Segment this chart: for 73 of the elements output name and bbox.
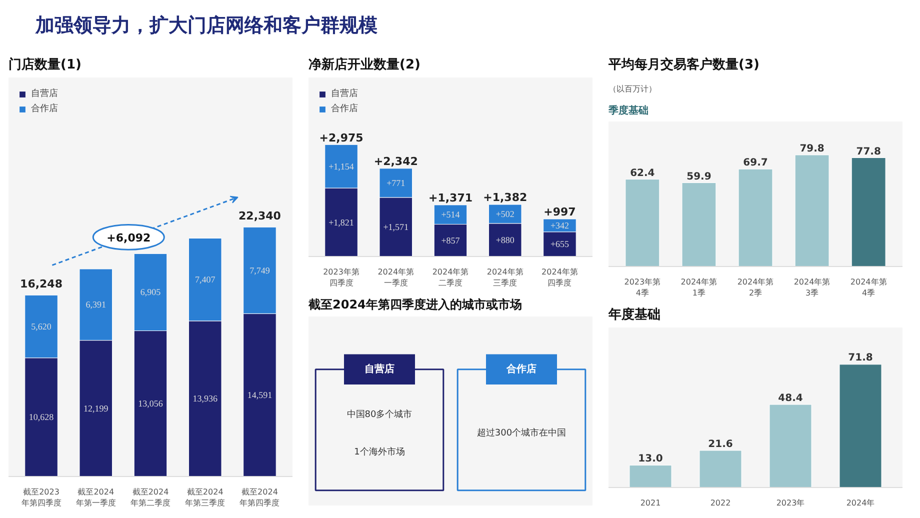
x-tick-label: 2024年第2季 [737,278,774,298]
data-label: +514 [441,210,460,220]
category-label: 合作店 [506,362,536,375]
data-label: 6,905 [140,287,162,298]
data-label: +342 [550,220,570,230]
data-label: +1,571 [383,222,409,232]
chart-title: 门店数量(1) [8,56,82,72]
data-label: 69.7 [743,158,768,169]
data-label: 10,628 [28,412,54,422]
chart-title: 年度基础 [608,306,660,322]
legend-label: 自营店 [331,88,358,100]
data-label: +655 [550,239,570,250]
x-tick-label: 2022 [710,498,731,508]
text: 截至2024年第四季度进入的城市或市场 [308,298,522,312]
total-label: +997 [544,206,576,219]
data-label: 77.8 [856,146,881,158]
total-label: +2,975 [319,131,364,144]
text: 加强领导力，扩大门店网络和客户群规模 [34,14,378,36]
data-label: 5,620 [31,321,52,332]
x-tick-label: 2023年第四季度 [323,268,360,288]
data-label: 13,936 [192,394,218,404]
data-label: 21.6 [708,438,733,450]
data-label: +502 [496,208,514,219]
text: 中国80多个城市 [346,408,412,420]
text: 1个海外市场 [354,446,405,458]
data-label: 59.9 [686,171,712,182]
data-label: 12,199 [84,403,109,414]
annotation: +6,092 [106,232,151,245]
total-label: +2,342 [374,155,418,168]
total-label: 22,340 [238,210,282,223]
data-label: 71.8 [848,352,873,364]
text: 超过300个城市在中国 [476,428,566,439]
x-tick-label: 截至2024年第三季度 [185,488,226,508]
x-tick-label: 2024年第二季度 [432,268,469,288]
x-tick-label: 截至2024年第一季度 [76,488,116,508]
data-label: 62.4 [630,168,655,179]
legend-label: 合作店 [31,102,58,115]
data-label: +857 [441,235,460,246]
data-label: 13.0 [638,454,663,465]
x-tick-label: 2024年第4季 [850,278,887,298]
x-tick-label: 2024年 [846,498,875,508]
chart-subtitle: （以百万计） [608,84,656,94]
chart-title: 平均每月交易客户数量(3) [608,56,760,72]
data-label: 48.4 [778,392,803,404]
data-label: 7,407 [194,274,216,285]
total-label: +1,382 [483,191,528,204]
data-label: +880 [496,234,515,245]
data-label: +1,154 [328,161,354,172]
legend-label: 自营店 [31,88,58,100]
data-label: +1,821 [328,217,354,228]
x-tick-label: 2024年第三季度 [486,268,524,288]
x-tick-label: 2024年第1季 [680,278,718,298]
x-tick-label: 截至2024年第二季度 [130,488,170,508]
x-tick-label: 2024年第3季 [794,278,830,298]
x-tick-label: 截至2024年第四季度 [240,488,280,508]
legend-label: 合作店 [331,102,358,115]
x-tick-label: 截至2023年第四季度 [21,488,62,508]
data-label: +771 [386,178,406,188]
x-tick-label: 2024年第四季度 [542,268,578,288]
category-label: 自营店 [364,362,394,375]
data-label: 13,056 [138,398,164,409]
total-label: 16,248 [20,278,62,291]
data-label: 14,591 [247,390,272,400]
x-tick-label: 2024年第一季度 [378,268,414,288]
data-label: 79.8 [800,144,824,155]
total-label: +1,371 [428,192,473,205]
text: 季度基础 [608,104,648,116]
x-tick-label: 2023年 [776,498,805,508]
data-label: 7,749 [250,265,270,276]
data-label: 6,391 [86,300,106,310]
x-tick-label: 2021 [640,498,661,508]
x-tick-label: 2023年第4季 [624,278,661,298]
chart-title: 净新店开业数量(2) [308,56,420,72]
